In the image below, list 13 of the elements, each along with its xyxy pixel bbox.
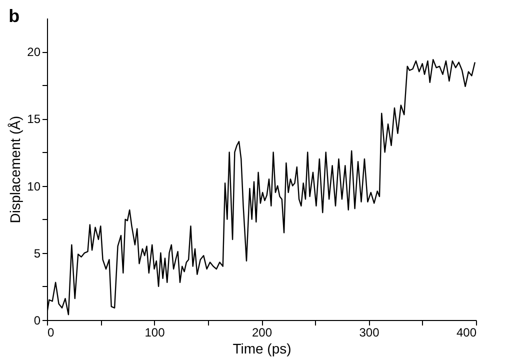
y-tick-label: 0 <box>34 314 41 328</box>
y-tick-label: 15 <box>27 112 41 126</box>
y-axis-title: Displacement (Å) <box>7 116 24 224</box>
x-tick-label: 300 <box>359 326 380 340</box>
y-tick-label: 5 <box>34 246 41 260</box>
x-tick-label: 200 <box>252 326 272 340</box>
x-tick-label: 400 <box>456 326 477 340</box>
x-tick-label: 0 <box>48 326 54 340</box>
x-axis-title: Time (ps) <box>232 340 292 356</box>
x-tick-label: 100 <box>144 326 166 340</box>
y-tick-label: 20 <box>27 45 41 60</box>
chart-title: b <box>8 6 20 26</box>
y-tick-label: 10 <box>27 179 41 194</box>
